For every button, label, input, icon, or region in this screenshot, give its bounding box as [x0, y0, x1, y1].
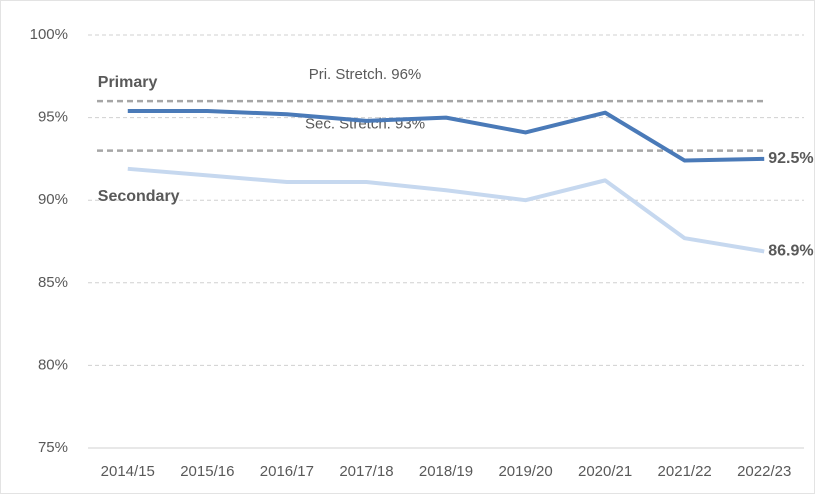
x-tick-label: 2020/21: [578, 463, 632, 480]
x-tick-label: 2019/20: [498, 463, 552, 480]
y-tick-label: 100%: [30, 26, 68, 43]
series-line: [127, 166, 765, 254]
series-label: Primary: [98, 74, 158, 91]
y-tick-label: 80%: [38, 356, 68, 373]
y-tick-label: 90%: [38, 191, 68, 208]
y-tick-label: 95%: [38, 109, 68, 126]
y-tick-label: 75%: [38, 439, 68, 456]
data-label: 92.5%: [768, 150, 813, 167]
x-tick-label: 2017/18: [339, 463, 393, 480]
data-label: 86.9%: [768, 243, 813, 260]
x-tick-label: 2018/19: [419, 463, 473, 480]
x-tick-label: 2015/16: [180, 463, 234, 480]
x-tick-label: 2021/22: [658, 463, 712, 480]
series-line: [127, 108, 765, 163]
series-label: Secondary: [98, 188, 180, 205]
reference-label: Pri. Stretch. 96%: [309, 66, 422, 83]
y-tick-label: 85%: [38, 274, 68, 291]
x-tick-label: 2014/15: [101, 463, 155, 480]
x-tick-label: 2016/17: [260, 463, 314, 480]
x-tick-label: 2022/23: [737, 463, 791, 480]
